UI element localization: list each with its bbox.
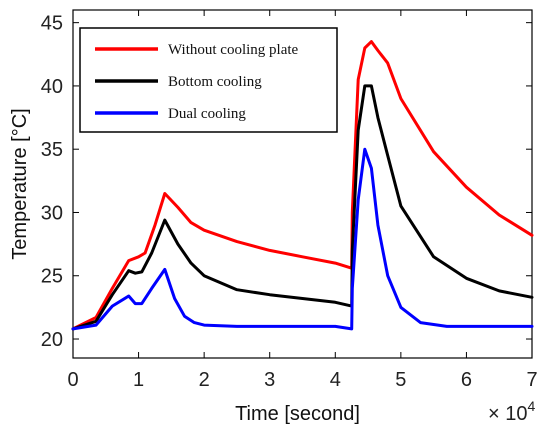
y-axis-title: Temperature [°C] [9, 108, 31, 259]
y-tick-label: 45 [41, 13, 63, 35]
x-tick-label: 3 [264, 369, 275, 391]
x-tick-label: 0 [67, 369, 78, 391]
x-tick-label: 7 [526, 369, 537, 391]
x-tick-label: 6 [461, 369, 472, 391]
y-tick-label: 35 [41, 139, 63, 161]
x-axis-multiplier-base: × 10 [488, 403, 527, 425]
y-tick-label: 30 [41, 202, 63, 224]
y-tick-label: 25 [41, 266, 63, 288]
series-line-2 [71, 84, 534, 331]
y-tick-label: 40 [41, 76, 63, 98]
x-tick-label: 4 [330, 369, 341, 391]
x-tick-label: 2 [199, 369, 210, 391]
legend-label-3: Dual cooling [168, 106, 246, 122]
legend: Without cooling plate Bottom cooling Dual … [79, 27, 338, 133]
y-tick-label: 20 [41, 329, 63, 351]
x-axis-multiplier-exponent: 4 [527, 398, 535, 414]
x-tick-label: 1 [133, 369, 144, 391]
series-layer [71, 40, 534, 331]
plot-frame [72, 9, 533, 359]
series-line-3 [71, 147, 534, 331]
x-tick-label: 5 [395, 369, 406, 391]
series-line-1 [71, 40, 534, 331]
axes-layer [72, 9, 533, 359]
legend-label-1: Without cooling plate [168, 42, 299, 58]
x-axis-title: Time [second] [235, 403, 360, 425]
legend-label-2: Bottom cooling [168, 74, 262, 90]
x-axis-multiplier: × 104 [488, 398, 535, 425]
